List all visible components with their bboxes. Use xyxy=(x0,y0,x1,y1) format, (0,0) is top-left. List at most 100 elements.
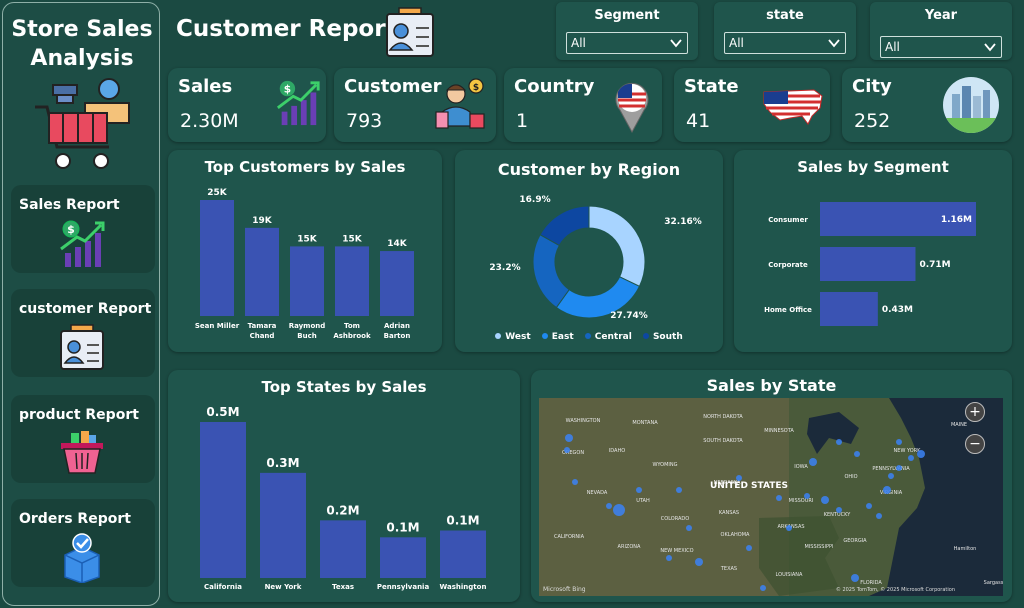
category-label: Barton xyxy=(384,332,411,340)
bar[interactable] xyxy=(290,246,324,316)
west-terrain xyxy=(539,398,789,596)
south-terrain xyxy=(759,516,839,596)
map-bubble[interactable] xyxy=(851,574,859,582)
segment-dropdown-value: All xyxy=(571,36,586,50)
map-bubble[interactable] xyxy=(776,495,782,501)
svg-text:$: $ xyxy=(473,83,479,93)
data-label: 19K xyxy=(252,216,273,226)
legend-label: South xyxy=(652,332,683,342)
bar[interactable] xyxy=(260,472,306,578)
store-cart-icon xyxy=(33,77,133,173)
kpi-card-city: City 252 xyxy=(842,68,1012,142)
app-title-line2: Analysis xyxy=(30,46,134,71)
svg-text:$: $ xyxy=(67,223,75,236)
map-bubble[interactable] xyxy=(695,558,703,566)
legend-label: Central xyxy=(594,332,632,342)
zoom-out-button[interactable]: − xyxy=(965,434,985,454)
map-bubble[interactable] xyxy=(883,486,891,494)
map-place-label: MISSOURI xyxy=(789,498,814,504)
map-bubble[interactable] xyxy=(917,450,925,458)
bar[interactable] xyxy=(820,247,916,281)
map-bubble[interactable] xyxy=(821,496,829,504)
slice-south[interactable] xyxy=(539,205,590,247)
map-bubble[interactable] xyxy=(636,487,642,493)
category-label: Buch xyxy=(297,332,316,340)
chart-title: Sales by Segment xyxy=(797,158,949,176)
bar[interactable] xyxy=(820,292,878,326)
id-card-icon xyxy=(384,6,436,62)
sidebar-item-orders-report[interactable]: Orders Report xyxy=(11,499,155,587)
sales-map-card: Sales by State WASHINGTON MONTANA NORTH DA… xyxy=(531,370,1012,602)
map-bubble[interactable] xyxy=(572,479,578,485)
sidebar-item-sales-report[interactable]: Sales Report $ xyxy=(11,185,155,273)
package-check-icon xyxy=(57,533,107,587)
year-dropdown[interactable]: All xyxy=(880,36,1002,58)
slice-central[interactable] xyxy=(532,234,570,309)
map-place-label: IOWA xyxy=(794,464,808,470)
map-bubble[interactable] xyxy=(896,439,902,445)
bar[interactable] xyxy=(380,537,426,578)
map-bubble[interactable] xyxy=(760,585,766,591)
map-bubble[interactable] xyxy=(804,493,810,499)
map-bubble[interactable] xyxy=(565,434,573,442)
map-bubble[interactable] xyxy=(809,458,817,466)
map-place-label: UTAH xyxy=(636,498,650,504)
map-bubble[interactable] xyxy=(564,447,570,453)
sidebar-item-customer-report[interactable]: customer Report xyxy=(11,289,155,377)
category-label: Corporate xyxy=(768,261,808,269)
map-bubble[interactable] xyxy=(736,475,742,481)
legend-label: East xyxy=(551,332,574,342)
state-dropdown[interactable]: All xyxy=(724,32,846,54)
bar[interactable] xyxy=(335,246,369,316)
sidebar-item-product-report[interactable]: product Report xyxy=(11,395,155,483)
bar[interactable] xyxy=(440,530,486,578)
map-bubble[interactable] xyxy=(676,487,682,493)
segment-dropdown[interactable]: All xyxy=(566,32,688,54)
bar[interactable] xyxy=(380,251,414,316)
data-label: 0.2M xyxy=(326,503,359,517)
city-skyline-icon xyxy=(942,76,1000,138)
chart-title: Top Customers by Sales xyxy=(204,158,406,176)
data-label: 0.1M xyxy=(386,520,419,534)
zoom-in-button[interactable]: + xyxy=(965,402,985,422)
sidebar-item-label: customer Report xyxy=(19,301,152,317)
map-bubble[interactable] xyxy=(876,513,882,519)
bar[interactable] xyxy=(200,422,246,578)
category-label: California xyxy=(204,583,242,591)
map-place-label: MONTANA xyxy=(632,420,658,426)
map-place-label: KENTUCKY xyxy=(824,512,851,518)
data-label: 0.71M xyxy=(919,260,950,270)
map-bubble[interactable] xyxy=(888,473,894,479)
map-bubble[interactable] xyxy=(836,507,842,513)
map-bubble[interactable] xyxy=(606,503,612,509)
map-bubble[interactable] xyxy=(836,439,842,445)
slice-west[interactable] xyxy=(588,205,646,288)
map-bubble[interactable] xyxy=(866,503,872,509)
bar[interactable] xyxy=(320,520,366,578)
kpi-value: 1 xyxy=(516,110,529,132)
map-bubble[interactable] xyxy=(854,451,860,457)
category-label: Adrian xyxy=(384,322,410,330)
sales-map[interactable]: WASHINGTON MONTANA NORTH DAKOTA MINNESOTA OR… xyxy=(539,398,1003,596)
map-bubble[interactable] xyxy=(896,465,902,471)
bar[interactable] xyxy=(200,200,234,316)
growth-chart-icon: $ xyxy=(274,78,322,132)
bar[interactable] xyxy=(820,202,976,236)
bar[interactable] xyxy=(245,227,279,316)
map-bubble[interactable] xyxy=(666,555,672,561)
year-filter-label: Year xyxy=(924,8,958,23)
map-bubble[interactable] xyxy=(908,455,914,461)
map-bubble[interactable] xyxy=(613,504,625,516)
segment-filter-label: Segment xyxy=(594,8,660,23)
map-bubble[interactable] xyxy=(786,525,792,531)
map-place-label: OHIO xyxy=(844,474,857,480)
sidebar: Store Sales Analysis Sales Report xyxy=(2,2,160,606)
zoom-out-label: − xyxy=(969,436,981,452)
map-bubble[interactable] xyxy=(686,525,692,531)
kpi-value: 41 xyxy=(686,110,711,132)
data-label: 23.2% xyxy=(489,263,520,273)
sales-segment-chart: Sales by Segment Consumer 1.16M Corporate 0… xyxy=(734,150,1012,352)
map-bubble[interactable] xyxy=(746,545,752,551)
category-label: Sean Miller xyxy=(195,322,240,330)
svg-text:$: $ xyxy=(284,83,291,95)
